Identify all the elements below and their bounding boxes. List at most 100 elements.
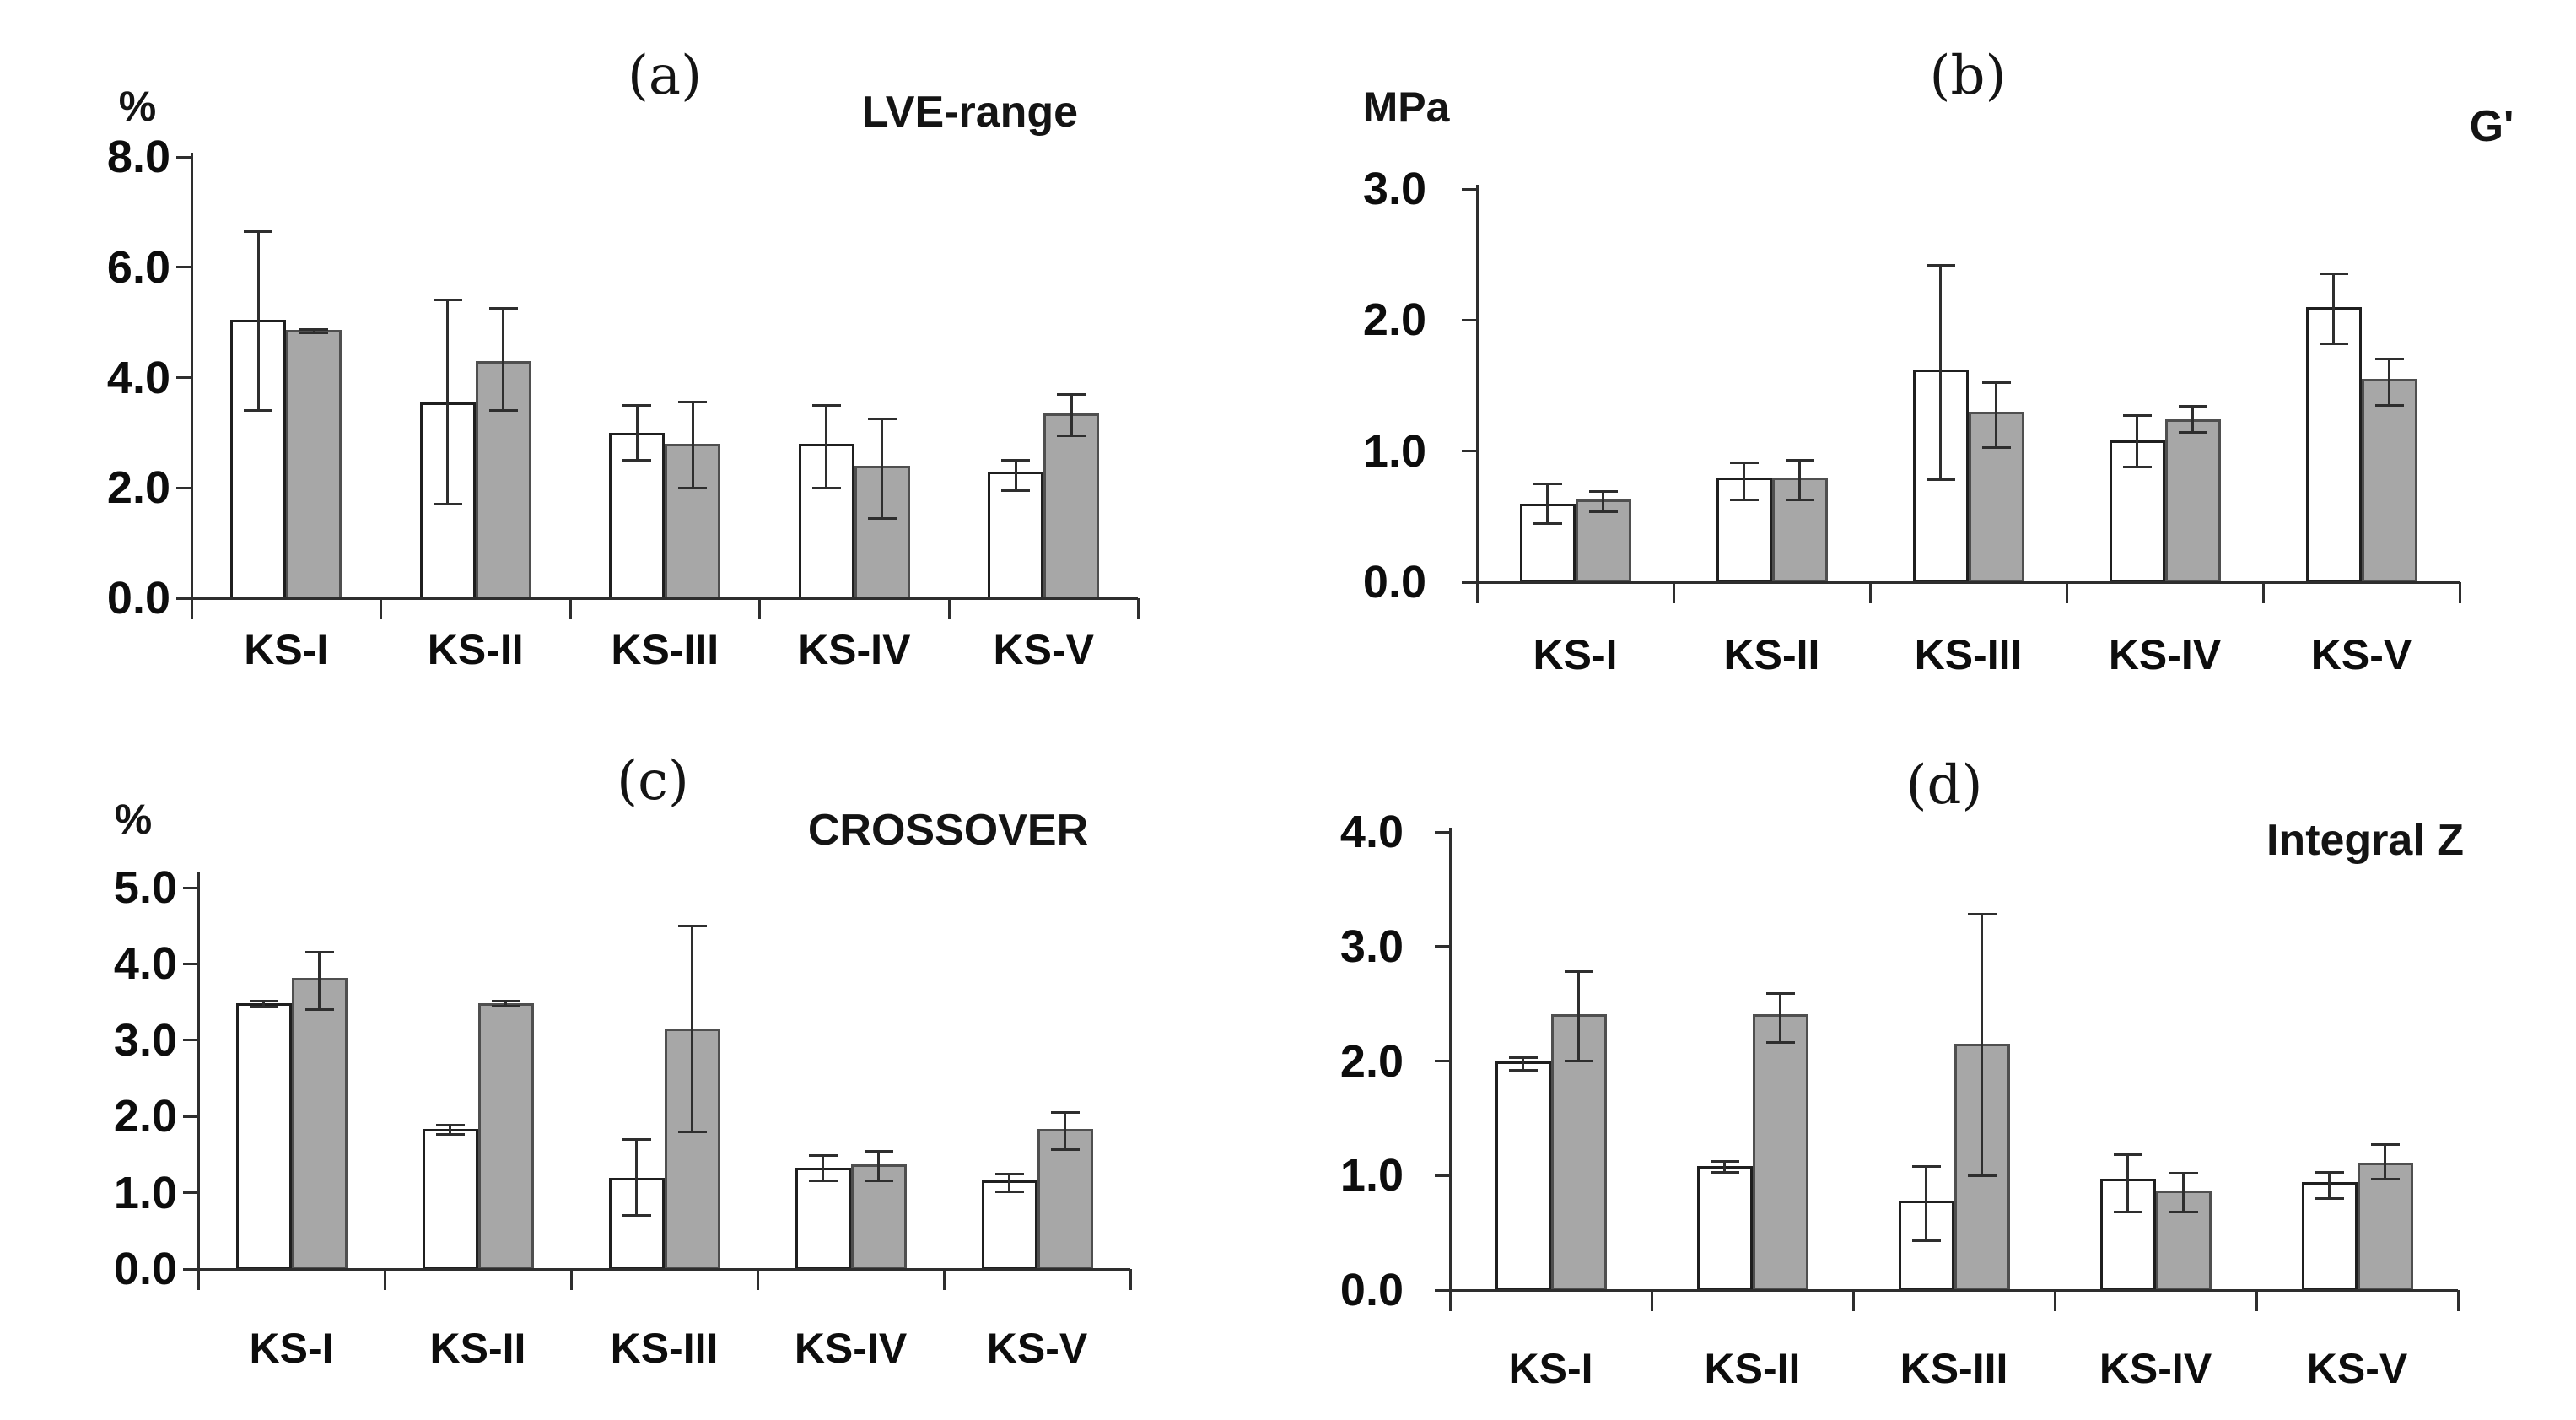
error-bar-cap	[2315, 1170, 2344, 1174]
error-bar-cap	[1533, 483, 1562, 485]
panel-label-b: (b)	[1929, 45, 2007, 107]
error-bar-line	[262, 1001, 265, 1007]
error-bar-cap	[1001, 489, 1031, 493]
error-bar-cap	[1564, 1060, 1593, 1062]
x-category-label: KS-IV	[798, 626, 911, 673]
error-bar-line	[1008, 1174, 1010, 1192]
error-bar-cap	[677, 1130, 707, 1133]
x-axis-line	[198, 1267, 1130, 1271]
error-bar-cap	[1981, 445, 2011, 449]
error-bar-line	[2136, 415, 2138, 467]
y-axis-line	[1475, 185, 1479, 603]
x-axis-category-tick	[1650, 1290, 1653, 1311]
error-bar-line	[1723, 1161, 1726, 1173]
error-bar-line	[312, 329, 315, 333]
y-axis-tick	[183, 1039, 198, 1042]
plot-area: KS-I KS-II KS-III KS-IV KS-V 0.0 2.0 4.0 6.0 8.0	[0, 0, 1288, 710]
x-category-label: KS-IV	[2108, 631, 2222, 678]
chart-panel-b: (b) MPa G' KS-I KS-II KS-III KS-IV KS-V 0.0 1.…	[1288, 0, 2576, 710]
error-bar-line	[1546, 483, 1549, 524]
error-bar-cap	[1057, 434, 1086, 437]
y-tick-label: 6.0	[106, 241, 170, 293]
error-bar-line	[1522, 1057, 1524, 1071]
error-bar-cap	[1588, 510, 1618, 513]
error-bar-line	[2332, 273, 2335, 344]
error-bar-cap	[677, 924, 707, 927]
error-bar-cap	[249, 1000, 278, 1003]
error-bar-cap	[1911, 1164, 1941, 1168]
error-bar-line	[2388, 359, 2390, 406]
y-axis-tick	[183, 886, 198, 889]
error-bar-cap	[1057, 392, 1086, 396]
x-axis-line	[191, 597, 1138, 600]
error-bar-cap	[488, 307, 518, 310]
x-category-label: KS-III	[611, 626, 719, 673]
error-bar-cap	[491, 1000, 520, 1003]
bar-series-1-white	[1495, 1061, 1551, 1291]
error-bar-line	[2328, 1172, 2331, 1199]
x-category-label: KS-V	[2306, 1345, 2408, 1392]
error-bar-line	[691, 402, 694, 489]
error-bar-cap	[622, 1214, 651, 1218]
error-bar-line	[1014, 460, 1017, 491]
x-category-label: KS-II	[427, 626, 524, 673]
bar-series-1-white	[422, 1128, 478, 1270]
x-axis-category-tick	[942, 1269, 946, 1290]
error-bar-line	[2126, 1154, 2129, 1212]
error-bar-line	[822, 1155, 824, 1181]
y-tick-label: 1.0	[113, 1167, 177, 1218]
bar-series-1-white	[2109, 440, 2165, 583]
y-axis-tick	[1462, 580, 1477, 584]
x-category-label: KS-IV	[794, 1325, 908, 1372]
y-axis-tick	[176, 376, 191, 379]
error-bar-cap	[244, 409, 273, 413]
bar-series-2-gray	[1043, 413, 1100, 599]
bar-series-1-white	[981, 1180, 1037, 1270]
x-category-label: KS-II	[1723, 631, 1820, 678]
error-bar-cap	[1911, 1239, 1941, 1243]
x-category-label: KS-V	[2310, 631, 2412, 678]
error-bar-cap	[811, 486, 841, 489]
x-category-label: KS-I	[249, 1325, 334, 1372]
error-bar-cap	[1926, 478, 1955, 482]
error-bar-cap	[864, 1150, 893, 1153]
error-bar-cap	[433, 299, 462, 302]
error-bar-cap	[2122, 414, 2152, 418]
error-bar-line	[1779, 993, 1781, 1043]
error-bar-cap	[1050, 1111, 1080, 1115]
error-bar-line	[1602, 491, 1604, 512]
error-bar-cap	[1508, 1068, 1538, 1072]
y-axis-unit-label: MPa	[1362, 84, 1450, 131]
bar-series-1-white	[795, 1167, 851, 1270]
y-tick-label: 4.0	[106, 352, 170, 403]
bar-series-2-gray	[1550, 1013, 1607, 1291]
x-category-label: KS-III	[610, 1325, 719, 1372]
error-bar-cap	[2169, 1211, 2198, 1214]
error-bar-cap	[811, 403, 841, 407]
error-bar-cap	[2113, 1211, 2142, 1214]
x-axis-category-tick	[756, 1269, 759, 1290]
plot-area: KS-I KS-II KS-III KS-IV KS-V 0.0 1.0 2.0 3.0 4.0 5…	[0, 710, 1288, 1419]
x-category-label: KS-IV	[2099, 1345, 2212, 1392]
error-bar-cap	[1765, 991, 1795, 995]
y-tick-label: 1.0	[1339, 1150, 1404, 1201]
error-bar-cap	[1785, 459, 1814, 462]
error-bar-line	[1070, 394, 1073, 436]
y-tick-label: 4.0	[113, 938, 177, 990]
error-bar-line	[1064, 1112, 1066, 1150]
x-axis-category-tick	[2458, 582, 2461, 603]
x-axis-category-tick	[569, 598, 572, 619]
x-axis-category-tick	[1672, 582, 1675, 603]
chart-title: CROSSOVER	[807, 806, 1089, 855]
error-bar-line	[1939, 265, 1942, 480]
error-bar-cap	[491, 1004, 520, 1007]
x-category-label: KS-III	[1914, 631, 2023, 678]
error-bar-cap	[678, 401, 708, 404]
panel-label-c: (c)	[617, 750, 689, 813]
error-bar-cap	[1926, 263, 1955, 267]
error-bar-cap	[244, 229, 273, 233]
error-bar-cap	[304, 951, 334, 954]
error-bar-cap	[1785, 498, 1814, 501]
error-bar-cap	[435, 1133, 465, 1137]
chart-panel-c: (c) % CROSSOVER KS-I KS-II KS-III KS-IV KS-V…	[0, 710, 1288, 1419]
